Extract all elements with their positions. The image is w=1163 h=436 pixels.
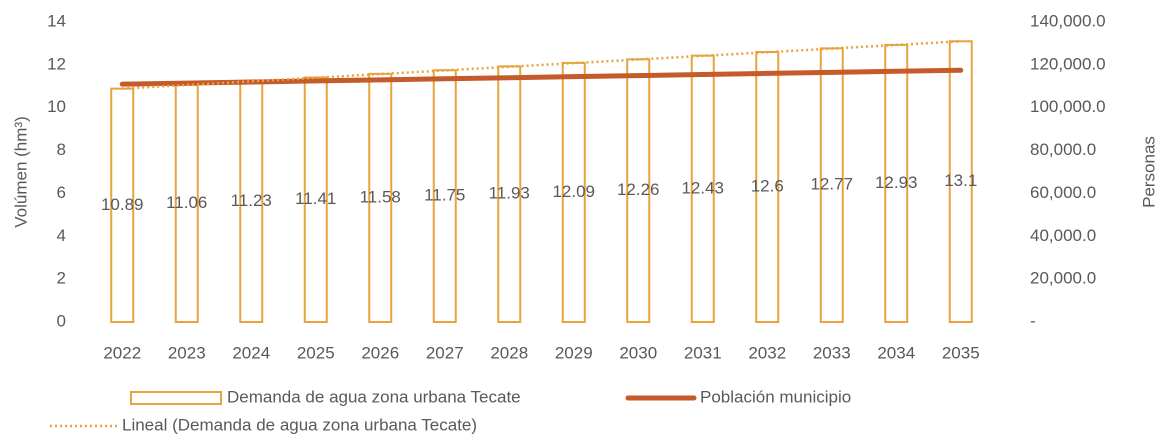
bar	[368, 72, 393, 323]
legend-label: Demanda de agua zona urbana Tecate	[227, 387, 521, 406]
x-tick-label: 2032	[748, 343, 786, 362]
x-tick-label: 2029	[555, 343, 593, 362]
x-tick-label: 2022	[103, 343, 141, 362]
data-label: 11.58	[360, 187, 401, 206]
x-tick-label: 2028	[490, 343, 528, 362]
data-label: 12.43	[681, 178, 724, 197]
data-label: 12.26	[617, 180, 660, 199]
y-tick-label: 12	[47, 54, 66, 73]
x-tick-label: 2033	[813, 343, 851, 362]
x-tick-label: 2035	[942, 343, 980, 362]
y-tick-label: 10	[47, 97, 66, 116]
data-label: 11.75	[424, 186, 465, 205]
bar	[561, 61, 586, 324]
data-label: 11.93	[489, 184, 530, 203]
legend-swatch	[130, 391, 222, 405]
x-tick-label: 2026	[361, 343, 399, 362]
y2-tick-label: 40,000.0	[1030, 226, 1096, 245]
y2-tick-label: 140,000.0	[1030, 11, 1106, 30]
y2-tick-label: 80,000.0	[1030, 140, 1096, 159]
data-label: 13.1	[944, 171, 977, 190]
legend-label: Lineal (Demanda de agua zona urbana Teca…	[122, 415, 477, 434]
y-tick-label: 4	[57, 226, 66, 245]
data-label: 11.23	[231, 191, 272, 210]
data-label: 12.77	[810, 175, 853, 194]
bar	[303, 76, 328, 323]
y2-tick-label: 100,000.0	[1030, 97, 1106, 116]
y2-axis-title: Personas	[1139, 136, 1158, 208]
y2-tick-label: 20,000.0	[1030, 269, 1096, 288]
bar	[497, 65, 522, 323]
data-label: 10.89	[101, 195, 144, 214]
y2-tick-label: 60,000.0	[1030, 183, 1096, 202]
y-axis-title: Volúmen (hm³)	[11, 116, 30, 227]
x-tick-label: 2034	[877, 343, 915, 362]
legend-label: Población municipio	[700, 387, 851, 406]
data-label: 12.6	[751, 176, 784, 195]
data-label: 11.06	[166, 193, 207, 212]
data-label: 11.41	[295, 189, 336, 208]
x-tick-label: 2025	[297, 343, 335, 362]
bar	[432, 69, 457, 324]
y-tick-label: 2	[57, 269, 66, 288]
data-label: 12.09	[552, 182, 595, 201]
population-line	[119, 67, 964, 87]
y2-tick-label: -	[1030, 311, 1036, 330]
x-tick-label: 2027	[426, 343, 464, 362]
x-tick-label: 2030	[619, 343, 657, 362]
x-tick-label: 2031	[684, 343, 722, 362]
y2-tick-label: 120,000.0	[1030, 54, 1106, 73]
data-label: 12.93	[875, 173, 918, 192]
y-tick-label: 14	[47, 11, 66, 30]
y-tick-label: 0	[57, 311, 66, 330]
bar	[948, 40, 973, 324]
y-tick-label: 8	[57, 140, 66, 159]
x-tick-label: 2023	[168, 343, 206, 362]
x-tick-label: 2024	[232, 343, 270, 362]
y-tick-label: 6	[57, 183, 66, 202]
